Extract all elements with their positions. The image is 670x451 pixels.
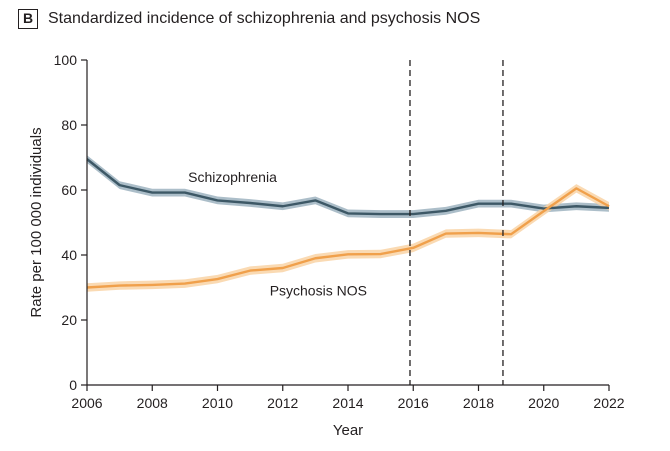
- confidence-bands: [87, 155, 609, 292]
- x-tick-label: 2014: [332, 395, 363, 411]
- reference-lines: [409, 60, 504, 385]
- x-tick-label: 2006: [71, 395, 102, 411]
- band-schizophrenia: [87, 155, 609, 218]
- x-axis-title: Year: [333, 422, 363, 439]
- x-tick-label: 2020: [528, 395, 559, 411]
- series-label-psychosis-nos: Psychosis NOS: [270, 283, 367, 299]
- y-tick-label: 40: [61, 247, 77, 263]
- line-schizophrenia: [86, 158, 610, 216]
- line-psychosis-nos: [86, 187, 610, 289]
- band-psychosis-nos: [87, 184, 609, 292]
- x-tick-label: 2016: [398, 395, 429, 411]
- x-tick-label: 2012: [267, 395, 298, 411]
- x-tick-label: 2008: [137, 395, 168, 411]
- y-tick-label: 20: [61, 312, 77, 328]
- axes: 0 20 40 60 80 100 2006 2008 2010 2012 2014 2016 2018…: [28, 52, 625, 439]
- series-lines: [86, 158, 610, 289]
- series-labels: Schizophrenia Psychosis NOS: [188, 169, 367, 299]
- panel-label: B: [18, 9, 38, 29]
- chart-title: Standardized incidence of schizophrenia …: [48, 10, 481, 27]
- y-tick-label: 0: [69, 377, 77, 393]
- y-tick-label: 80: [61, 117, 77, 133]
- series-label-schizophrenia: Schizophrenia: [188, 169, 277, 185]
- y-tick-label: 100: [54, 52, 78, 68]
- y-axis-title: Rate per 100 000 individuals: [28, 127, 45, 317]
- x-tick-label: 2022: [593, 395, 624, 411]
- x-tick-label: 2018: [463, 395, 494, 411]
- x-tick-label: 2010: [202, 395, 233, 411]
- y-tick-label: 60: [61, 182, 77, 198]
